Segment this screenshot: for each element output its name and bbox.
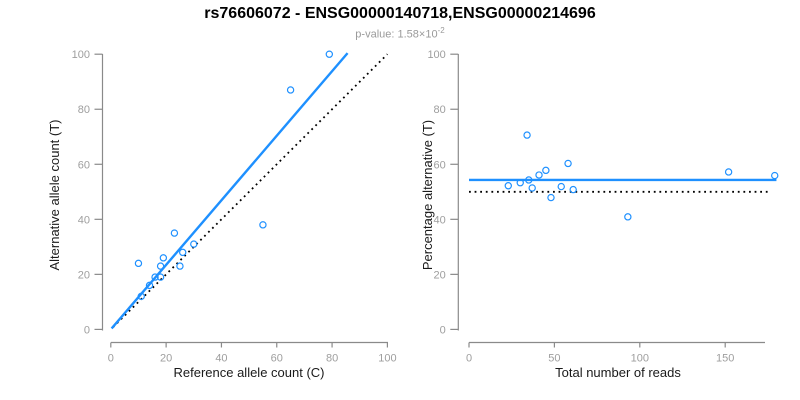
data-point — [516, 179, 524, 187]
x-tick-label: 20 — [160, 353, 172, 365]
data-point — [151, 273, 159, 281]
x-tick-label: 0 — [466, 353, 472, 365]
data-point — [724, 168, 733, 176]
y-tick-label: 0 — [440, 324, 446, 336]
y-tick-label: 0 — [84, 324, 90, 336]
data-point — [504, 182, 512, 190]
pvalue-exponent: -2 — [437, 26, 445, 35]
data-point — [771, 171, 779, 180]
data-point — [170, 229, 179, 237]
identity-y-equals-x-line — [112, 53, 389, 328]
y-tick-label: 20 — [434, 269, 446, 281]
data-point — [547, 193, 555, 202]
data-point — [624, 213, 632, 221]
data-point — [190, 240, 198, 248]
data-point — [259, 221, 267, 229]
data-point — [137, 292, 145, 301]
data-point — [134, 259, 143, 268]
y-tick-label: 20 — [78, 269, 90, 281]
y-tick-label: 40 — [434, 214, 446, 226]
data-point — [564, 159, 572, 168]
data-point — [523, 131, 531, 139]
y-tick-label: 60 — [434, 159, 446, 171]
y-tick-label: 60 — [78, 159, 90, 171]
y-tick-label: 40 — [78, 214, 90, 226]
data-point — [542, 166, 550, 175]
x-tick-label: 150 — [716, 353, 734, 365]
y-tick-label: 80 — [434, 104, 446, 116]
right-y-axis-title: Percentage alternative (T) — [420, 119, 435, 271]
data-point — [156, 262, 165, 270]
data-point — [569, 185, 577, 194]
data-point — [325, 50, 334, 58]
data-point — [179, 248, 187, 257]
data-point — [156, 273, 165, 281]
x-tick-label: 80 — [326, 353, 338, 365]
right-x-axis-title: Total number of reads — [555, 365, 681, 380]
x-tick-label: 40 — [215, 353, 227, 365]
data-point — [159, 254, 168, 262]
x-tick-label: 100 — [378, 353, 396, 365]
data-point — [286, 86, 295, 94]
data-point — [528, 184, 536, 192]
allele-counts-scatter: 0 20 40 60 80 100 0 20 40 60 80 100 — [72, 49, 397, 364]
figure-title: rs76606072 - ENSG00000140718,ENSG0000021… — [204, 5, 596, 22]
data-point — [557, 182, 565, 191]
figure-subtitle: p-value: 1.58×10-2 — [0, 26, 800, 41]
data-point — [525, 176, 533, 184]
data-point — [145, 281, 154, 290]
data-point — [535, 171, 543, 179]
left-x-axis-title: Reference allele count (C) — [173, 365, 325, 380]
x-tick-label: 50 — [548, 353, 560, 365]
x-tick-label: 60 — [271, 353, 283, 365]
data-point — [176, 262, 184, 270]
pvalue-text: p-value: 1.58×10 — [355, 28, 438, 41]
left-y-axis-title: Alternative allele count (T) — [47, 119, 62, 271]
y-tick-label: 100 — [427, 49, 445, 61]
x-tick-label: 0 — [108, 353, 114, 365]
y-tick-label: 80 — [78, 104, 90, 116]
percentage-vs-reads-scatter: 0 20 40 60 80 100 0 50 100 150 — [427, 49, 779, 365]
y-tick-label: 100 — [72, 49, 90, 61]
x-tick-label: 100 — [631, 353, 649, 365]
